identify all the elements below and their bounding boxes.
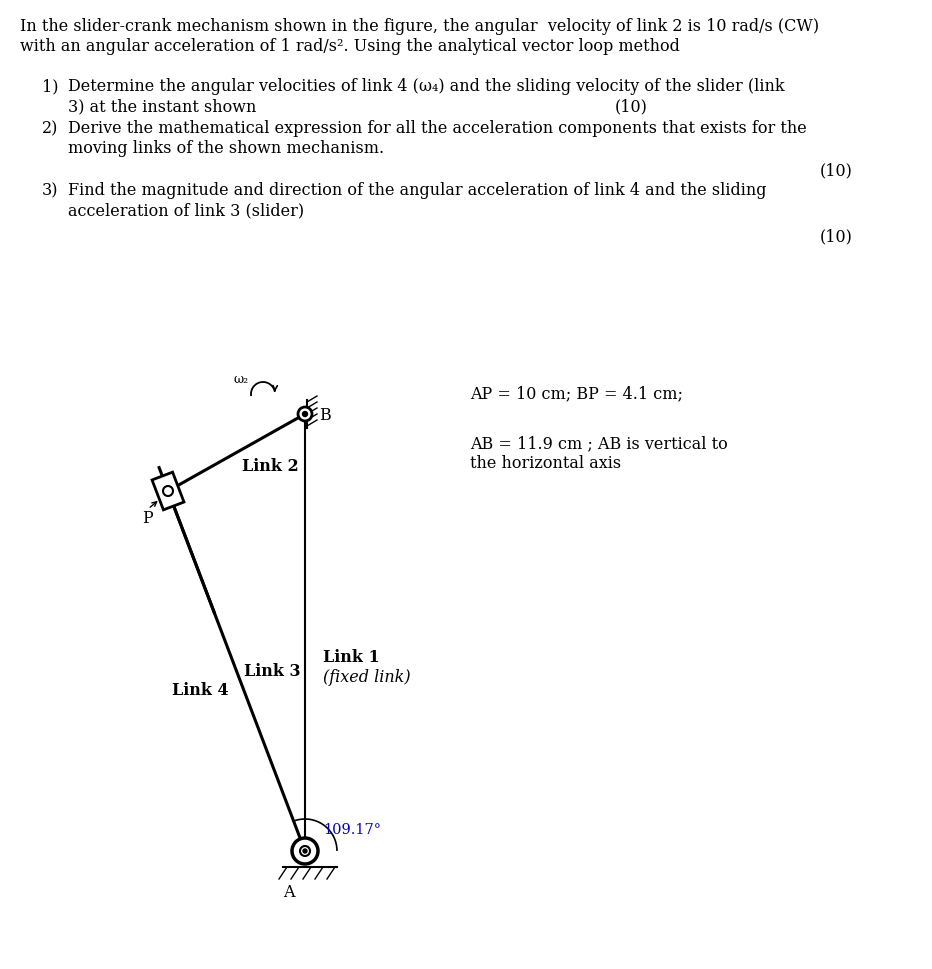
- Text: P: P: [142, 510, 153, 526]
- Text: Link 2: Link 2: [241, 458, 298, 475]
- Text: acceleration of link 3 (slider): acceleration of link 3 (slider): [68, 202, 304, 219]
- Text: with an angular acceleration of 1 rad/s². Using the analytical vector loop metho: with an angular acceleration of 1 rad/s²…: [20, 38, 679, 55]
- Text: (10): (10): [615, 98, 648, 115]
- Text: Link 1: Link 1: [323, 648, 385, 665]
- Circle shape: [303, 849, 307, 853]
- Circle shape: [300, 846, 310, 857]
- Text: 3) at the instant shown: 3) at the instant shown: [68, 98, 256, 115]
- Text: Determine the angular velocities of link 4 (ω₄) and the sliding velocity of the : Determine the angular velocities of link…: [68, 78, 785, 95]
- Text: ω₂: ω₂: [233, 373, 248, 386]
- Circle shape: [163, 486, 173, 496]
- Text: Find the magnitude and direction of the angular acceleration of link 4 and the s: Find the magnitude and direction of the …: [68, 182, 766, 199]
- Text: (10): (10): [820, 228, 853, 245]
- Text: B: B: [319, 407, 331, 423]
- Text: AP = 10 cm; BP = 4.1 cm;: AP = 10 cm; BP = 4.1 cm;: [470, 385, 683, 401]
- Text: moving links of the shown mechanism.: moving links of the shown mechanism.: [68, 140, 384, 157]
- Text: 3): 3): [42, 182, 59, 199]
- Text: AB = 11.9 cm ; AB is vertical to: AB = 11.9 cm ; AB is vertical to: [470, 434, 728, 452]
- Circle shape: [303, 412, 308, 417]
- Text: the horizontal axis: the horizontal axis: [470, 454, 621, 472]
- Circle shape: [298, 408, 312, 422]
- Text: Link 4: Link 4: [171, 681, 228, 699]
- Text: (10): (10): [820, 162, 853, 179]
- Text: 109.17°: 109.17°: [323, 822, 381, 836]
- Text: Derive the mathematical expression for all the acceleration components that exis: Derive the mathematical expression for a…: [68, 120, 807, 137]
- Text: 2): 2): [42, 120, 59, 137]
- Circle shape: [292, 838, 318, 864]
- Text: In the slider-crank mechanism shown in the figure, the angular  velocity of link: In the slider-crank mechanism shown in t…: [20, 18, 819, 35]
- Text: (fixed link): (fixed link): [323, 668, 411, 685]
- Text: Link 3: Link 3: [244, 663, 301, 680]
- Bar: [152, 473, 184, 511]
- Text: 1): 1): [42, 78, 59, 95]
- Text: A: A: [283, 883, 295, 900]
